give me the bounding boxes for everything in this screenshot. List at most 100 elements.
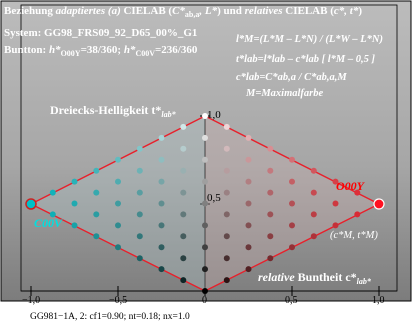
left-sample-dot bbox=[136, 255, 143, 262]
right-sample-dot bbox=[245, 156, 252, 163]
right-hue-label: O00Y bbox=[336, 179, 366, 193]
header-line-3: Buntton: h*O00Y=38/360; h*C00V=236/360 bbox=[4, 44, 198, 58]
y-label-top: 1,0 bbox=[207, 109, 221, 121]
left-hue-label: C00V bbox=[34, 216, 63, 230]
right-sample-dot bbox=[202, 156, 208, 163]
x-axis-title: relative Buntheit c*lab* bbox=[258, 270, 372, 286]
header-line-1: Beziehung adaptiertes (a) CIELAB (C*ab,a… bbox=[4, 5, 362, 19]
x-tick-label-neg05: −0,5 bbox=[109, 295, 127, 306]
left-sample-dot bbox=[180, 189, 187, 196]
left-sample-dot bbox=[115, 222, 121, 229]
right-sample-dot bbox=[245, 178, 252, 185]
left-sample-dot bbox=[158, 134, 165, 141]
right-sample-dot bbox=[202, 288, 208, 294]
right-sample-dot bbox=[223, 277, 230, 284]
left-sample-dot bbox=[158, 178, 165, 185]
x-tick-label-0: 0 bbox=[202, 295, 207, 306]
right-sample-dot bbox=[267, 167, 274, 174]
right-sample-dot bbox=[267, 255, 274, 262]
max-color-marker-left bbox=[25, 198, 37, 210]
x-tick-label-1: 1,0 bbox=[372, 295, 385, 306]
header-line-2: System: GG98_FRS09_92_D65_00%_G1 bbox=[4, 27, 197, 39]
left-sample-dot bbox=[93, 233, 100, 240]
right-sample-dot bbox=[245, 244, 252, 251]
right-sample-dot bbox=[245, 266, 252, 273]
left-sample-dot bbox=[180, 255, 187, 262]
right-sample-dot bbox=[289, 200, 295, 207]
right-sample-dot bbox=[310, 211, 317, 218]
right-sample-dot bbox=[223, 145, 230, 152]
left-sample-dot bbox=[136, 211, 143, 218]
right-sample-dot bbox=[332, 200, 339, 207]
formula-1: l*M=(L*M – L*N) / (L*W – L*N) bbox=[236, 34, 383, 45]
left-sample-dot bbox=[93, 167, 100, 174]
right-sample-dot bbox=[202, 200, 208, 207]
left-sample-dot bbox=[49, 189, 56, 196]
left-sample-dot bbox=[180, 277, 187, 284]
right-sample-dot bbox=[202, 222, 208, 229]
right-sample-dot bbox=[223, 255, 230, 262]
left-sample-dot bbox=[115, 178, 121, 185]
left-sample-dot bbox=[136, 233, 143, 240]
formula-4: M=Maximalfarbe bbox=[245, 88, 323, 99]
left-sample-dot bbox=[158, 222, 165, 229]
right-sample-dot bbox=[223, 189, 230, 196]
right-sample-dot bbox=[310, 189, 317, 196]
right-sample-dot bbox=[223, 123, 230, 130]
right-sample-dot bbox=[245, 134, 252, 141]
right-sample-dot bbox=[289, 222, 295, 229]
y-label-mid: 0,5 bbox=[207, 192, 221, 204]
left-sample-dot bbox=[136, 189, 143, 196]
left-sample-dot bbox=[71, 200, 78, 207]
left-sample-dot bbox=[93, 211, 100, 218]
formula-3: c*lab=C*ab,a / C*ab,a,M bbox=[236, 72, 347, 83]
max-color-marker-right bbox=[373, 198, 385, 210]
left-sample-dot bbox=[136, 167, 143, 174]
left-sample-dot bbox=[180, 167, 187, 174]
left-sample-dot bbox=[115, 200, 121, 207]
right-sample-dot bbox=[202, 266, 208, 273]
right-sample-dot bbox=[289, 244, 295, 251]
right-sample-dot bbox=[223, 233, 230, 240]
right-sample-dot bbox=[245, 222, 252, 229]
right-sample-dot bbox=[202, 244, 208, 251]
right-sample-dot bbox=[223, 167, 230, 174]
left-sample-dot bbox=[158, 200, 165, 207]
left-sample-dot bbox=[158, 156, 165, 163]
x-tick-label-neg1: −1,0 bbox=[22, 295, 40, 306]
left-sample-dot bbox=[115, 156, 121, 163]
right-sample-dot bbox=[202, 134, 208, 141]
x-tick-label-05: 0,5 bbox=[285, 295, 298, 306]
left-sample-dot bbox=[180, 233, 187, 240]
right-sample-dot bbox=[332, 222, 339, 229]
left-sample-dot bbox=[49, 211, 56, 218]
right-sample-dot bbox=[332, 178, 339, 185]
right-sample-dot bbox=[310, 233, 317, 240]
right-sample-dot bbox=[267, 189, 274, 196]
right-sample-dot bbox=[223, 211, 230, 218]
left-sample-dot bbox=[136, 145, 143, 152]
right-sample-dot bbox=[202, 178, 208, 185]
left-sample-dot bbox=[180, 123, 187, 130]
right-sample-dot bbox=[354, 189, 361, 196]
right-sample-dot bbox=[289, 156, 295, 163]
right-sample-dot bbox=[267, 211, 274, 218]
right-sample-dot bbox=[354, 211, 361, 218]
formula-block: l*M=(L*M – L*N) / (L*W – L*N) t*lab=l*la… bbox=[236, 34, 383, 99]
left-sample-dot bbox=[71, 178, 78, 185]
left-sample-dot bbox=[158, 266, 165, 273]
right-sample-dot bbox=[289, 178, 295, 185]
left-sample-dot bbox=[180, 211, 187, 218]
right-sample-dot bbox=[310, 167, 317, 174]
formula-2: t*lab=l*lab – c*lab [ l*M – 0,5 ] bbox=[236, 54, 375, 65]
right-sample-dot bbox=[245, 200, 252, 207]
footer-text: GG981−1A, 2: cf1=0.90; nt=0.18; nx=1.0 bbox=[30, 311, 190, 322]
left-sample-dot bbox=[180, 145, 187, 152]
color-sample-grid bbox=[28, 113, 382, 294]
left-sample-dot bbox=[115, 244, 121, 251]
plot-background bbox=[0, 0, 412, 302]
left-sample-dot bbox=[93, 189, 100, 196]
x-ticks bbox=[30, 286, 380, 296]
max-color-label: (c*M, t*M) bbox=[330, 230, 378, 241]
